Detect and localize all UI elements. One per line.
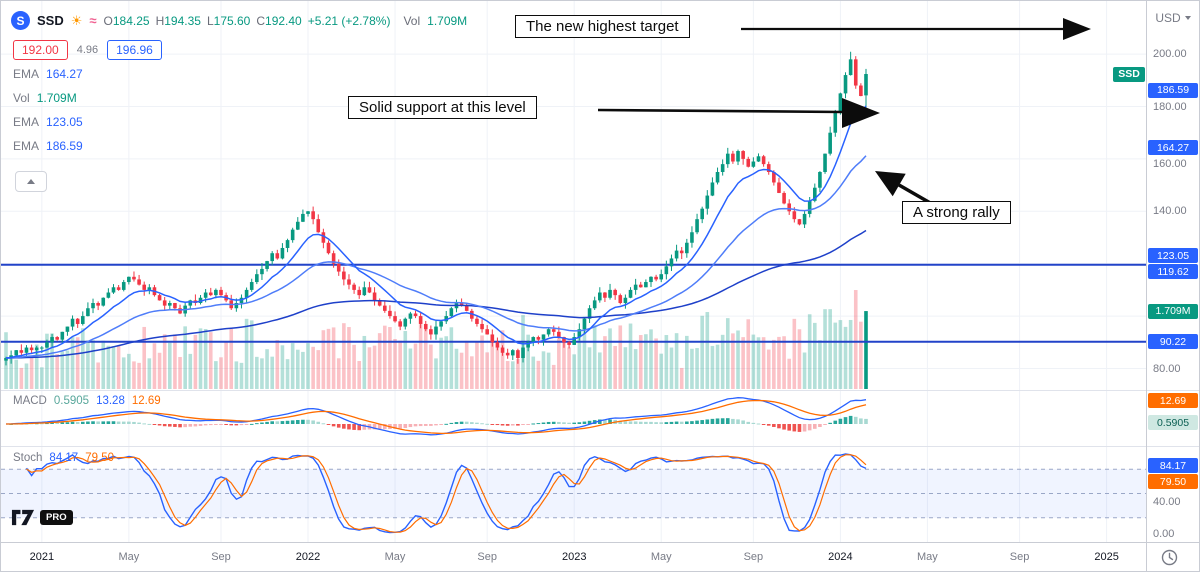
symbol-name[interactable]: SSD bbox=[37, 13, 64, 28]
collapse-legend-button[interactable] bbox=[15, 171, 47, 192]
annotation-solid-support[interactable]: Solid support at this level bbox=[348, 96, 537, 119]
tradingview-mark-icon bbox=[11, 509, 35, 526]
time-axis-label: 2023 bbox=[561, 551, 587, 563]
time-axis-label: Sep bbox=[477, 551, 497, 563]
spread-value: 4.96 bbox=[76, 44, 99, 56]
legend-label: EMA bbox=[13, 67, 40, 81]
ohlc-values: O184.25 H194.35 L175.60 C192.40 +5.21 (+… bbox=[104, 14, 391, 28]
symbol-price-tag: SSD bbox=[1113, 66, 1145, 82]
time-axis-label: 2022 bbox=[295, 551, 321, 563]
legend-ema-fast[interactable]: EMA 186.59 bbox=[13, 139, 83, 153]
time-axis-label: Sep bbox=[743, 551, 764, 563]
axis-price-label: 40.00 bbox=[1153, 495, 1181, 508]
axis-value-badge: 164.27 bbox=[1148, 140, 1198, 156]
axis-value-badge: 119.62 bbox=[1148, 264, 1198, 280]
macd-legend[interactable]: MACD 0.5905 13.28 12.69 bbox=[13, 395, 161, 407]
currency-selector[interactable]: USD bbox=[1147, 11, 1199, 25]
symbol-logo-icon[interactable]: S bbox=[11, 11, 30, 30]
time-axis-label: 2025 bbox=[1094, 551, 1119, 563]
close-label: C bbox=[256, 13, 266, 28]
low-value: 175.60 bbox=[213, 13, 251, 28]
axis-value-badge: 186.59 bbox=[1148, 82, 1198, 98]
axis-value-badge: 79.50 bbox=[1148, 474, 1198, 490]
annotation-strong-rally[interactable]: A strong rally bbox=[902, 201, 1011, 224]
legend-label: EMA bbox=[13, 139, 40, 153]
high-value: 194.35 bbox=[164, 13, 201, 28]
volume-value: 1.709M bbox=[427, 13, 468, 28]
symbol-header: S SSD ☀ ≈ O184.25 H194.35 L175.60 C192.4… bbox=[11, 11, 467, 30]
open-label: O bbox=[103, 13, 113, 28]
axis-value-badge: 123.05 bbox=[1148, 248, 1198, 264]
time-axis-label: Sep bbox=[211, 551, 231, 563]
currency-value: USD bbox=[1155, 11, 1181, 25]
open-value: 184.25 bbox=[112, 13, 150, 28]
price-alert-row: 192.00 4.96 196.96 bbox=[13, 40, 162, 60]
legend-value: 1.709M bbox=[36, 91, 77, 105]
tradingview-logo[interactable]: PRO bbox=[11, 509, 73, 526]
chevron-up-icon bbox=[27, 179, 35, 184]
axis-price-label: 160.00 bbox=[1153, 157, 1187, 170]
time-axis-label: May bbox=[650, 551, 672, 563]
axis-value-badge: 84.17 bbox=[1148, 458, 1198, 474]
axis-value-badge: 12.69 bbox=[1148, 393, 1198, 409]
stoch-k-value: 84.17 bbox=[49, 452, 79, 464]
clock-icon[interactable] bbox=[1161, 549, 1178, 571]
axis-price-label: 80.00 bbox=[1153, 362, 1181, 375]
high-label: H bbox=[155, 13, 165, 28]
legend-value: 164.27 bbox=[46, 67, 83, 81]
axis-value-badge: 1.709M bbox=[1148, 303, 1198, 319]
legend-value: 123.05 bbox=[46, 115, 83, 129]
chevron-down-icon bbox=[1184, 16, 1191, 20]
macd-line-value: 13.28 bbox=[96, 395, 125, 407]
legend-ema-slow[interactable]: EMA 123.05 bbox=[13, 115, 83, 129]
time-axis-label: Sep bbox=[1009, 551, 1030, 563]
legend-ema-medium[interactable]: EMA 164.27 bbox=[13, 67, 83, 81]
ema-lines bbox=[5, 105, 867, 359]
pro-badge: PRO bbox=[40, 510, 73, 525]
volume-label: Vol bbox=[403, 13, 421, 28]
stoch-pane bbox=[1, 453, 1146, 534]
legend-volume[interactable]: Vol 1.709M bbox=[13, 91, 83, 105]
time-axis-label: May bbox=[917, 551, 938, 563]
gridlines bbox=[1, 1, 1146, 542]
waves-icon: ≈ bbox=[89, 13, 97, 28]
volume-series bbox=[4, 290, 868, 389]
legend-label: Vol bbox=[13, 91, 30, 105]
stoch-title: Stoch bbox=[13, 452, 43, 464]
change-value: +5.21 (+2.78%) bbox=[307, 13, 391, 28]
macd-hist-value: 0.5905 bbox=[53, 395, 90, 407]
legend-label: EMA bbox=[13, 115, 40, 129]
macd-title: MACD bbox=[13, 395, 47, 407]
axis-price-label: 180.00 bbox=[1153, 100, 1187, 113]
axis-price-label: 0.00 bbox=[1153, 528, 1175, 540]
time-axis-label: 2021 bbox=[29, 551, 55, 563]
low-label: L bbox=[206, 13, 214, 28]
sun-icon: ☀ bbox=[70, 12, 83, 28]
indicator-legend: EMA 164.27 Vol 1.709M EMA 123.05 EMA 186… bbox=[13, 67, 83, 153]
time-axis-label: 2024 bbox=[828, 551, 853, 563]
axis-price-label: 200.00 bbox=[1153, 48, 1187, 61]
support-level-lines[interactable] bbox=[1, 263, 1146, 343]
axis-value-badge: 90.22 bbox=[1148, 334, 1198, 350]
close-value: 192.40 bbox=[265, 13, 302, 28]
sell-price-button[interactable]: 192.00 bbox=[13, 40, 68, 60]
time-axis-label: May bbox=[118, 551, 140, 563]
macd-signal-value: 12.69 bbox=[131, 395, 161, 407]
stoch-d-value: 79.50 bbox=[85, 452, 114, 464]
legend-value: 186.59 bbox=[46, 139, 83, 153]
annotation-highest-target[interactable]: The new highest target bbox=[515, 15, 690, 38]
buy-price-button[interactable]: 196.96 bbox=[107, 40, 162, 60]
axis-value-badge: 0.5905 bbox=[1148, 415, 1198, 431]
axis-price-label: 140.00 bbox=[1153, 205, 1187, 218]
time-axis-label: May bbox=[384, 551, 406, 563]
stoch-legend[interactable]: Stoch 84.17 79.50 bbox=[13, 452, 114, 464]
annotation-arrows[interactable] bbox=[597, 18, 1091, 210]
